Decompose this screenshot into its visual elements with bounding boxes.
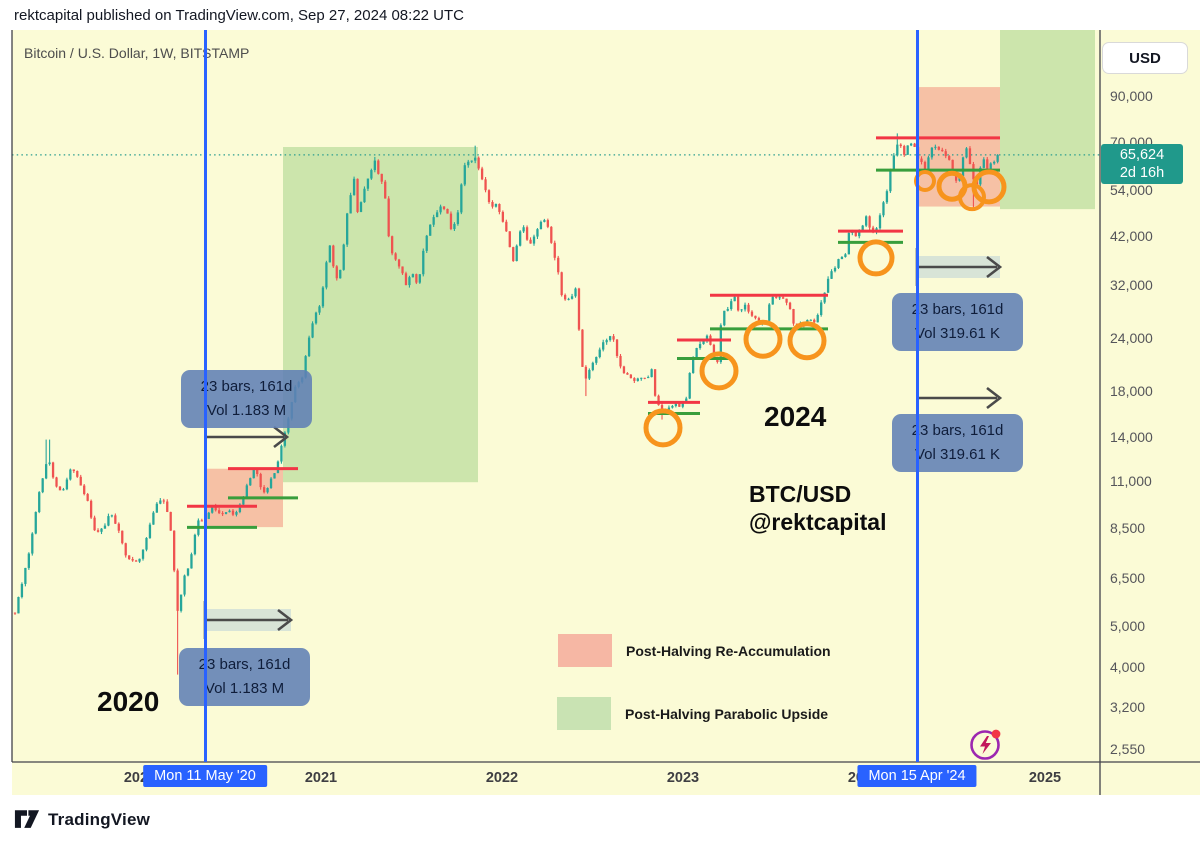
- retest-circle: [643, 408, 683, 448]
- currency-usd-button[interactable]: USD: [1102, 42, 1188, 74]
- watermark-handle: @rektcapital: [749, 509, 887, 535]
- publish-header-text: rektcapital published on TradingView.com…: [14, 7, 464, 24]
- measure-arrow: [203, 601, 294, 639]
- tradingview-logo[interactable]: TradingView: [14, 809, 150, 830]
- retest-circle: [743, 319, 783, 359]
- time-axis-year-label: 2023: [666, 770, 700, 786]
- time-axis-date-badge: Mon 15 Apr '24: [857, 765, 977, 787]
- price-axis-label: 5,000: [1110, 617, 1146, 634]
- price-axis-label: 24,000: [1110, 330, 1153, 347]
- reaccumulation-swatch: [558, 634, 612, 667]
- last-price-value: 65,624: [1119, 146, 1165, 163]
- measure-label: 23 bars, 161d Vol 1.183 M: [179, 648, 310, 706]
- axis-borders: [11, 30, 1200, 795]
- price-axis-label: 32,000: [1110, 277, 1153, 294]
- price-axis-label: 3,200: [1110, 699, 1146, 716]
- parabolic-upside-zone: [283, 147, 478, 483]
- measure-arrow: [205, 425, 290, 449]
- retest-circle: [857, 239, 895, 277]
- last-price-badge: 65,624 2d 16h: [1101, 143, 1183, 184]
- price-axis-label: 90,000: [1110, 87, 1153, 104]
- price-axis-label: 8,500: [1110, 520, 1146, 537]
- price-axis-label: 14,000: [1110, 429, 1153, 445]
- annotation-year-2024: 2024: [764, 401, 827, 432]
- price-axis-label: 2,550: [1110, 741, 1146, 758]
- tradingview-logo-icon: [14, 810, 40, 828]
- parabolic-label: Post-Halving Parabolic Upside: [625, 705, 829, 722]
- legend-row-parabolic: Post-Halving Parabolic Upside: [557, 697, 828, 730]
- measure-label: 23 bars, 161d Vol 319.61 K: [892, 414, 1023, 472]
- annotation-year-2020: 2020: [97, 686, 160, 717]
- price-axis-label: 18,000: [1110, 382, 1153, 399]
- author-watermark: BTC/USD @rektcapital: [749, 480, 886, 536]
- retest-circles-layer: [643, 169, 1007, 448]
- tradingview-brand-text: TradingView: [48, 809, 151, 829]
- time-axis[interactable]: 202020212022202320242025Mon 11 May '20Mo…: [12, 762, 1200, 796]
- plot-layers: [12, 30, 1100, 675]
- price-axis-label: 11,000: [1110, 473, 1152, 490]
- measure-arrow: [917, 386, 1003, 410]
- time-axis-year-label: 2021: [304, 770, 338, 786]
- retest-circle: [971, 169, 1007, 205]
- measure-arrow: [915, 248, 1003, 286]
- footer-bar: TradingView: [0, 795, 1200, 847]
- parabolic-upside-zone: [1000, 30, 1095, 210]
- price-axis-label: 42,000: [1110, 227, 1153, 244]
- legend-row-reaccumulation: Post-Halving Re-Accumulation: [558, 634, 831, 667]
- watermark-symbol: BTC/USD: [749, 481, 852, 507]
- price-axis-label: 6,500: [1110, 569, 1146, 586]
- publish-header-bar: rektcapital published on TradingView.com…: [0, 0, 1200, 30]
- price-axis[interactable]: 90,000 70,000 54,000 42,000 32,000 24,000 18,0…: [1100, 30, 1200, 762]
- symbol-title: Bitcoin / U.S. Dollar, 1W, BITSTAMP: [24, 45, 250, 61]
- time-axis-year-label: 2025: [1028, 770, 1062, 786]
- measure-label: 23 bars, 161d Vol 319.61 K: [892, 293, 1023, 351]
- price-axis-label: 4,000: [1110, 658, 1146, 675]
- retest-circle: [787, 321, 827, 361]
- time-axis-year-label: 2022: [485, 770, 519, 786]
- bar-countdown: 2d 16h: [1119, 164, 1165, 181]
- price-axis-label: 54,000: [1110, 181, 1153, 198]
- reaccumulation-label: Post-Halving Re-Accumulation: [626, 642, 831, 659]
- measure-arrows-layer: [203, 248, 1003, 639]
- time-axis-date-badge: Mon 11 May '20: [143, 765, 267, 787]
- candlestick-series: [13, 133, 999, 675]
- flash-reaction-icon[interactable]: [966, 725, 1006, 765]
- retest-circle: [699, 351, 739, 391]
- parabolic-swatch: [557, 697, 611, 730]
- measure-label: 23 bars, 161d Vol 1.183 M: [181, 370, 312, 428]
- halving-vertical-line: [203, 30, 207, 762]
- halving-vertical-line: [915, 30, 919, 762]
